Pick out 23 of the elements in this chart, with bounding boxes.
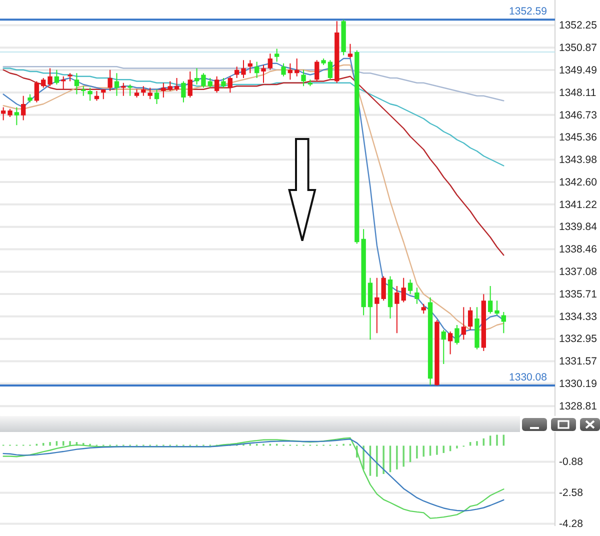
y-tick-label: 1342.60 bbox=[559, 176, 598, 188]
y-tick-label: 1332.95 bbox=[559, 333, 598, 346]
y-tick-label: -2.58 bbox=[559, 487, 584, 500]
y-tick-label: 1345.36 bbox=[559, 132, 598, 144]
y-tick-label: 1341.22 bbox=[559, 198, 598, 211]
y-tick-label: 1346.73 bbox=[559, 109, 598, 122]
y-tick-label: 1339.84 bbox=[559, 221, 598, 234]
ref-line-label: 1352.59 bbox=[509, 6, 548, 18]
y-tick-label: 1352.25 bbox=[559, 20, 598, 32]
y-tick-label: 1337.08 bbox=[559, 266, 598, 278]
y-tick-label: 1350.87 bbox=[559, 42, 598, 54]
y-tick-label: 1334.33 bbox=[559, 310, 598, 323]
y-tick-label: 1348.11 bbox=[559, 86, 596, 99]
y-tick-label: 1349.49 bbox=[559, 64, 598, 76]
y-tick-label: 1338.46 bbox=[559, 244, 598, 256]
y-tick-label: 1331.57 bbox=[559, 356, 598, 368]
y-tick-label: -0.88 bbox=[559, 456, 584, 468]
y-tick-label: 1343.98 bbox=[559, 154, 598, 166]
y-tick-label: 1335.71 bbox=[559, 288, 598, 300]
y-tick-label: -4.28 bbox=[559, 518, 584, 530]
ref-line-label: 1330.08 bbox=[509, 371, 548, 384]
y-tick-label: 1328.81 bbox=[559, 400, 598, 412]
y-tick-label: 1330.19 bbox=[559, 378, 598, 390]
